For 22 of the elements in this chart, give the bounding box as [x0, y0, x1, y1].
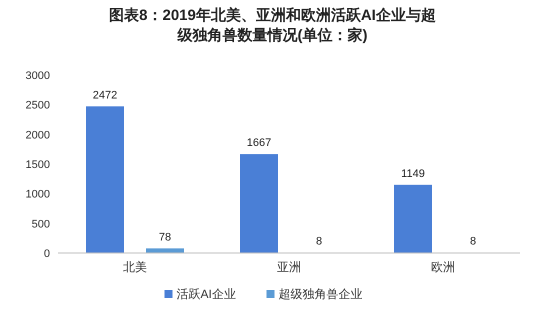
- y-tick-label: 0: [44, 248, 50, 260]
- x-tick-label: 亚洲: [277, 260, 301, 274]
- data-label: 8: [470, 236, 476, 248]
- y-tick-label: 2500: [26, 100, 50, 112]
- bar: [240, 154, 278, 253]
- bar: [394, 184, 432, 253]
- x-tick-label: 欧洲: [431, 260, 455, 274]
- chart-title: 图表8：2019年北美、亚洲和欧洲活跃AI企业与超级独角兽数量情况(单位：家): [109, 6, 436, 44]
- y-tick-label: 1000: [26, 188, 50, 201]
- bar: [86, 106, 124, 253]
- y-tick-label: 3000: [26, 70, 50, 82]
- data-label: 1667: [246, 137, 272, 150]
- x-tick-label: 北美: [123, 260, 147, 274]
- legend-label: 活跃AI企业: [176, 287, 236, 301]
- y-tick-label: 500: [32, 218, 50, 230]
- data-label: 2472: [92, 89, 118, 102]
- data-label: 78: [158, 231, 172, 244]
- data-label: 8: [316, 236, 322, 248]
- y-tick-label: 2000: [26, 129, 50, 142]
- y-tick-label: 1500: [26, 159, 50, 171]
- legend-label: 超级独角兽企业: [278, 287, 362, 301]
- data-label: 1149: [401, 168, 425, 180]
